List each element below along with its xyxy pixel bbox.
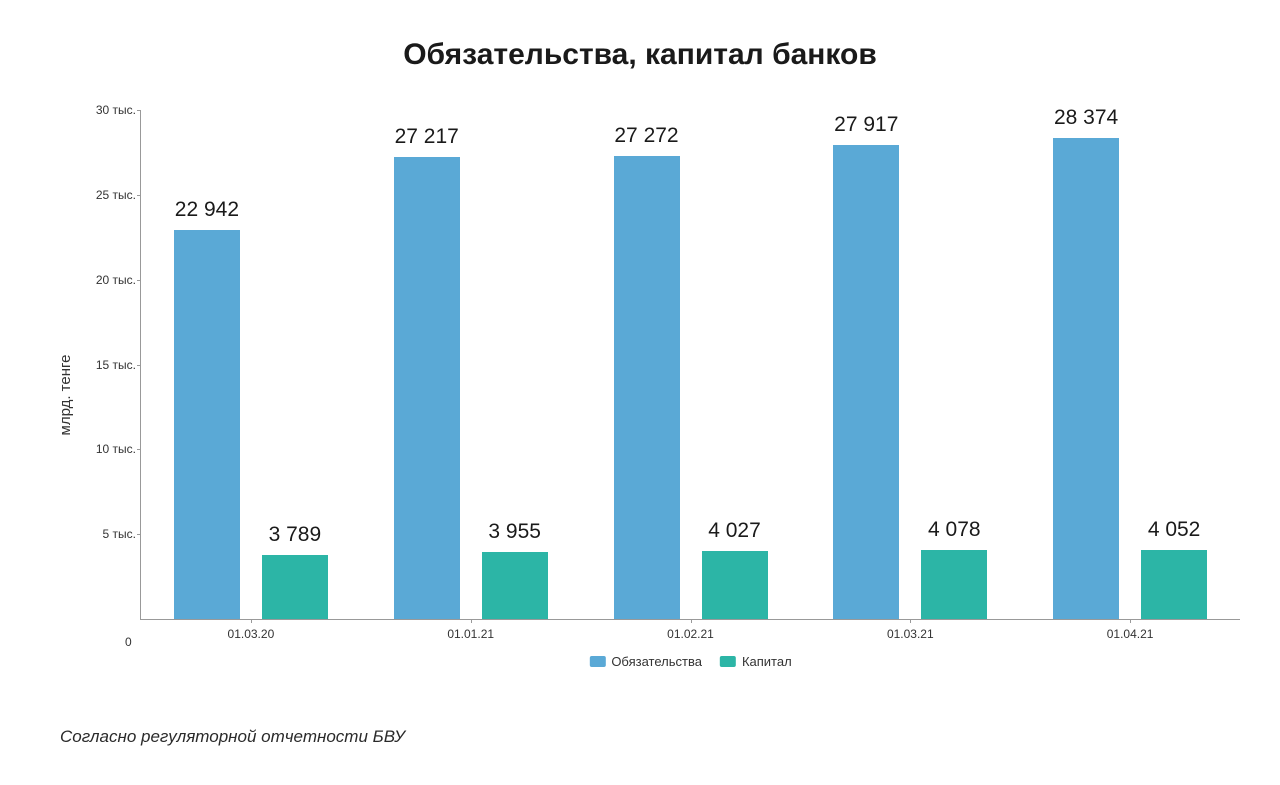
- bar-label-1-0: 3 789: [269, 523, 322, 547]
- y-tick-mark-4: [137, 195, 141, 196]
- legend-swatch-1: [720, 656, 736, 667]
- x-tick-label-0: 01.03.20: [228, 627, 275, 641]
- y-tick-label-2: 15 тыс.: [86, 358, 136, 372]
- legend: Обязательства Капитал: [589, 654, 791, 669]
- x-tick-mark-1: [471, 619, 472, 623]
- y-tick-label-3: 20 тыс.: [86, 273, 136, 287]
- y-tick-label-5: 30 тыс.: [86, 103, 136, 117]
- legend-item-1: Капитал: [720, 654, 792, 669]
- y-tick-mark-0: [137, 534, 141, 535]
- x-tick-mark-2: [691, 619, 692, 623]
- y-tick-mark-1: [137, 449, 141, 450]
- bar-1-3: [921, 550, 987, 619]
- bar-label-1-4: 4 052: [1148, 518, 1201, 542]
- legend-label-0: Обязательства: [611, 654, 702, 669]
- bar-label-0-4: 28 374: [1054, 106, 1118, 130]
- bar-label-1-1: 3 955: [488, 520, 541, 544]
- x-tick-label-4: 01.04.21: [1107, 627, 1154, 641]
- bar-label-0-0: 22 942: [175, 198, 239, 222]
- bar-label-0-2: 27 272: [614, 124, 678, 148]
- x-tick-mark-3: [910, 619, 911, 623]
- chart-title: Обязательства, капитал банков: [0, 0, 1280, 82]
- legend-label-1: Капитал: [742, 654, 792, 669]
- y-tick-mark-5: [137, 110, 141, 111]
- bar-1-2: [702, 551, 768, 619]
- x-tick-mark-4: [1130, 619, 1131, 623]
- x-tick-label-2: 01.02.21: [667, 627, 714, 641]
- x-tick-label-1: 01.01.21: [447, 627, 494, 641]
- bar-0-1: [394, 157, 460, 619]
- bar-0-0: [174, 230, 240, 619]
- chart-container: млрд. тенге 0 Обязательства Капитал 5 ты…: [60, 110, 1240, 680]
- plot-area: 0 Обязательства Капитал 5 тыс.10 тыс.15 …: [140, 110, 1240, 620]
- footnote: Согласно регуляторной отчетности БВУ: [60, 727, 405, 747]
- bar-0-2: [614, 156, 680, 619]
- bar-1-0: [262, 555, 328, 619]
- y-axis-label: млрд. тенге: [57, 355, 74, 436]
- bar-1-4: [1141, 550, 1207, 619]
- bar-label-0-3: 27 917: [834, 113, 898, 137]
- legend-swatch-0: [589, 656, 605, 667]
- y-tick-mark-3: [137, 280, 141, 281]
- y-tick-label-1: 10 тыс.: [86, 442, 136, 456]
- y-tick-mark-2: [137, 365, 141, 366]
- bar-1-1: [482, 552, 548, 619]
- x-tick-label-3: 01.03.21: [887, 627, 934, 641]
- x-tick-mark-0: [251, 619, 252, 623]
- y-tick-label-0: 5 тыс.: [86, 527, 136, 541]
- bar-0-4: [1053, 138, 1119, 619]
- bar-0-3: [833, 145, 899, 619]
- zero-label: 0: [125, 635, 132, 649]
- legend-item-0: Обязательства: [589, 654, 702, 669]
- bar-label-0-1: 27 217: [395, 125, 459, 149]
- y-tick-label-4: 25 тыс.: [86, 188, 136, 202]
- bar-label-1-2: 4 027: [708, 519, 761, 543]
- bar-label-1-3: 4 078: [928, 518, 981, 542]
